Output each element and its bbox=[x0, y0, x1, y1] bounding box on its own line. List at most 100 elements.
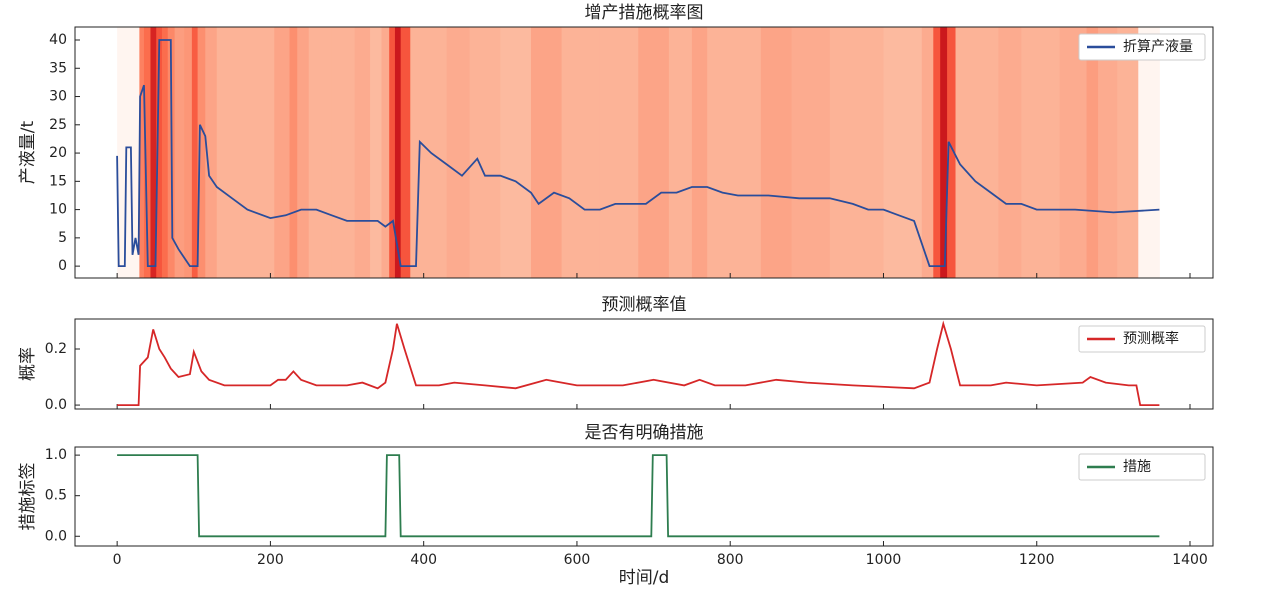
heatmap-stripe bbox=[150, 27, 157, 278]
heatmap-stripe bbox=[883, 27, 923, 278]
heatmap-stripe bbox=[331, 27, 356, 278]
y-tick-label: 25 bbox=[49, 117, 67, 133]
heatmap-stripe bbox=[400, 27, 411, 278]
x-tick-label: 600 bbox=[564, 552, 591, 568]
heatmap-stripe bbox=[955, 27, 976, 278]
heatmap-stripe bbox=[143, 27, 151, 278]
heatmap-stripe bbox=[791, 27, 831, 278]
heatmap-stripe bbox=[216, 27, 241, 278]
heatmap-stripe bbox=[599, 27, 639, 278]
panel-title: 是否有明确措施 bbox=[585, 423, 704, 443]
heatmap-stripe bbox=[638, 27, 670, 278]
legend-label: 折算产液量 bbox=[1123, 39, 1193, 55]
y-tick-label: 0.0 bbox=[45, 528, 67, 544]
data-line bbox=[117, 454, 1160, 538]
heatmap-stripe bbox=[561, 27, 601, 278]
heatmap-stripe bbox=[500, 27, 532, 278]
y-tick-label: 0 bbox=[58, 258, 67, 274]
data-line bbox=[116, 39, 1160, 267]
y-tick-label: 1.0 bbox=[45, 447, 67, 463]
heatmap-stripe bbox=[1021, 27, 1061, 278]
heatmap-stripe bbox=[281, 27, 291, 278]
x-tick-label: 1400 bbox=[1172, 552, 1208, 568]
heatmap-stripe bbox=[1059, 27, 1088, 278]
heatmap-stripe bbox=[1132, 27, 1139, 278]
heatmap-stripe bbox=[184, 27, 193, 278]
heatmap-stripe bbox=[297, 27, 310, 278]
legend-box bbox=[1078, 453, 1206, 481]
heatmap-stripe bbox=[262, 27, 275, 278]
data-line bbox=[117, 320, 1160, 406]
y-tick-label: 0.2 bbox=[45, 341, 67, 357]
heatmap-stripe bbox=[921, 27, 934, 278]
x-tick-label: 1200 bbox=[1019, 552, 1055, 568]
panel-title: 增产措施概率图 bbox=[585, 3, 704, 23]
heatmap-stripe bbox=[446, 27, 471, 278]
heatmap-stripe bbox=[975, 27, 999, 278]
legend-label: 预测概率 bbox=[1123, 330, 1179, 347]
heatmap-stripe bbox=[707, 27, 731, 278]
heatmap-stripe bbox=[139, 27, 145, 278]
x-tick-label: 800 bbox=[717, 552, 744, 568]
heatmap-stripe bbox=[1086, 27, 1099, 278]
axes-frame bbox=[74, 26, 1214, 279]
y-tick-label: 30 bbox=[49, 89, 67, 105]
y-axis-label: 概率 bbox=[18, 347, 38, 381]
heatmap-stripe bbox=[156, 27, 163, 278]
heatmap-stripe bbox=[530, 27, 563, 278]
axes-frame bbox=[74, 318, 1214, 410]
heatmap-stripe bbox=[760, 27, 793, 278]
heatmap-stripe bbox=[933, 27, 941, 278]
heatmap-stripe bbox=[289, 27, 298, 278]
heatmap-stripe bbox=[117, 27, 129, 278]
heatmap-stripe bbox=[274, 27, 283, 278]
x-tick-label: 1000 bbox=[866, 552, 902, 568]
legend-box bbox=[1078, 325, 1206, 353]
heatmap-stripe bbox=[668, 27, 693, 278]
heatmap-stripe bbox=[191, 27, 199, 278]
heatmap-stripe bbox=[174, 27, 185, 278]
heatmap-stripe bbox=[829, 27, 884, 278]
heatmap-stripe bbox=[354, 27, 371, 278]
y-tick-label: 5 bbox=[58, 230, 67, 246]
panel-title: 预测概率值 bbox=[602, 295, 687, 315]
y-tick-label: 15 bbox=[49, 173, 67, 189]
heatmap-stripe bbox=[370, 27, 383, 278]
heatmap-stripe bbox=[381, 27, 390, 278]
heatmap-stripe bbox=[1149, 27, 1160, 278]
y-axis-label: 产液量/t bbox=[18, 120, 38, 184]
y-tick-label: 0.0 bbox=[45, 397, 67, 413]
heatmap-stripe bbox=[730, 27, 762, 278]
x-tick-label: 200 bbox=[257, 552, 284, 568]
y-tick-label: 40 bbox=[49, 32, 67, 48]
x-axis-label: 时间/d bbox=[619, 568, 670, 588]
heatmap-stripe bbox=[389, 27, 396, 278]
heatmap-stripe bbox=[1117, 27, 1134, 278]
y-axis-label: 措施标签 bbox=[18, 463, 38, 531]
heatmap-stripe bbox=[197, 27, 206, 278]
heatmap-stripe bbox=[239, 27, 264, 278]
heatmap-stripe bbox=[1138, 27, 1151, 278]
x-tick-label: 400 bbox=[410, 552, 437, 568]
axes-frame bbox=[74, 446, 1214, 547]
y-tick-label: 35 bbox=[49, 60, 67, 76]
heatmap-stripe bbox=[127, 27, 140, 278]
legend-box bbox=[1078, 33, 1206, 61]
heatmap-stripe bbox=[394, 27, 402, 278]
heatmap-stripe bbox=[161, 27, 169, 278]
heatmap-stripe bbox=[1098, 27, 1118, 278]
y-tick-label: 10 bbox=[49, 202, 67, 218]
heatmap-stripe bbox=[691, 27, 708, 278]
heatmap-stripe bbox=[308, 27, 333, 278]
heatmap-stripe bbox=[947, 27, 957, 278]
heatmap-stripe bbox=[998, 27, 1022, 278]
heatmap-stripe bbox=[469, 27, 501, 278]
heatmap-stripe bbox=[427, 27, 448, 278]
heatmap-stripe bbox=[940, 27, 948, 278]
y-tick-label: 0.5 bbox=[45, 488, 67, 504]
heatmap-stripe bbox=[205, 27, 218, 278]
